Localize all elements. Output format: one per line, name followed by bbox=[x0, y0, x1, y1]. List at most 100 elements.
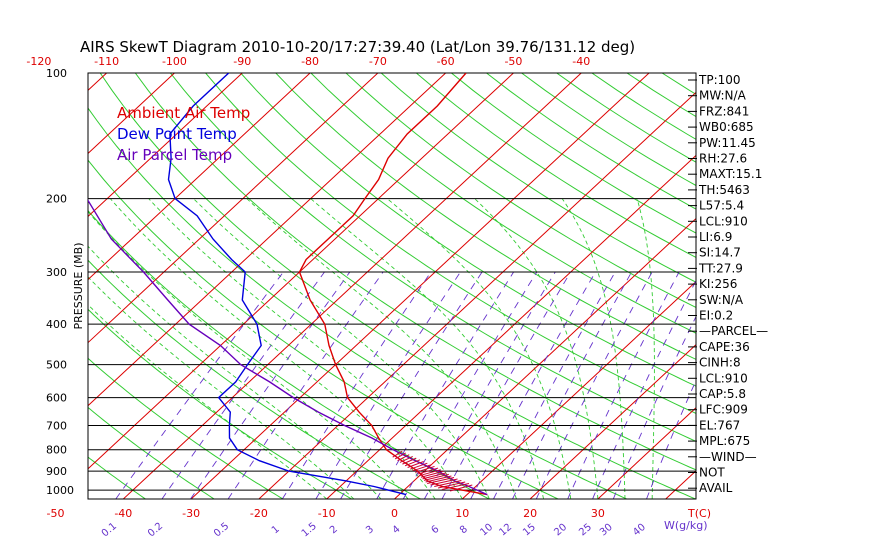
dewpoint-line bbox=[167, 73, 407, 496]
moist-adiabat-line bbox=[474, 198, 599, 499]
mixing-ratio-tick: 20 bbox=[552, 522, 569, 539]
stat-label: SW:N/A bbox=[699, 293, 744, 307]
dry-adiabat-line bbox=[88, 308, 352, 499]
isotherm-line bbox=[801, 73, 870, 499]
legend-item: Ambient Air Temp bbox=[117, 104, 250, 122]
temp-tick-bottom: 10 bbox=[455, 507, 469, 520]
stat-label: PW:11.45 bbox=[699, 136, 756, 150]
mixing-ratio-tick: 0.5 bbox=[212, 521, 231, 540]
isotherm-line bbox=[88, 73, 175, 155]
isotherm-line bbox=[190, 73, 650, 499]
moist-adiabat-line bbox=[310, 198, 545, 499]
temp-tick-bottom: -10 bbox=[318, 507, 336, 520]
pressure-tick-label: 300 bbox=[46, 266, 67, 279]
stat-label: CINH:8 bbox=[699, 356, 741, 370]
cin-hatch-stroke bbox=[423, 473, 449, 481]
temp-tick-top: -40 bbox=[572, 55, 590, 68]
stat-label: LFC:909 bbox=[699, 403, 748, 417]
stat-label: EL:767 bbox=[699, 418, 740, 432]
temp-tick-top: -50 bbox=[504, 55, 522, 68]
dry-adiabat-line bbox=[88, 107, 627, 499]
cin-hatch-stroke bbox=[427, 476, 455, 484]
x-axis-title: T(C) bbox=[687, 507, 711, 520]
mixing-ratio-tick: 40 bbox=[631, 522, 648, 539]
dry-adiabat-line bbox=[310, 73, 696, 334]
legend-item: Air Parcel Temp bbox=[117, 146, 232, 164]
moist-adiabat-line bbox=[561, 198, 626, 499]
temp-tick-bottom: -50 bbox=[47, 507, 65, 520]
stat-label: TT:27.9 bbox=[698, 261, 743, 275]
plot-frame bbox=[87, 72, 697, 500]
cin-hatch-stroke bbox=[412, 464, 432, 472]
mixing-ratio-tick: 10 bbox=[478, 522, 495, 539]
stat-label: RH:27.6 bbox=[699, 152, 747, 166]
dry-adiabat-line bbox=[134, 73, 696, 471]
mixing-ratio-tick: 12 bbox=[497, 522, 514, 539]
moist-adiabat-line bbox=[246, 198, 517, 499]
isotherm-line bbox=[88, 73, 243, 218]
dry-adiabat-line bbox=[170, 73, 696, 442]
dry-adiabat-line bbox=[451, 73, 696, 234]
cin-hatch-stroke bbox=[419, 469, 441, 477]
cin-hatch-stroke bbox=[392, 450, 403, 458]
moist-adiabat-line bbox=[386, 198, 572, 499]
cin-hatch-stroke bbox=[394, 452, 407, 460]
stat-label: MAXT:15.1 bbox=[699, 167, 762, 181]
pressure-tick-label: 400 bbox=[46, 318, 67, 331]
mixing-ratio-line bbox=[376, 271, 514, 499]
isotherm-line bbox=[461, 280, 696, 499]
stat-label: LCL:910 bbox=[699, 214, 748, 228]
temp-tick-top: -120 bbox=[26, 55, 51, 68]
cin-hatch-stroke bbox=[441, 483, 470, 490]
moist-adiabat-line bbox=[636, 198, 655, 499]
stat-label: LCL:910 bbox=[699, 371, 748, 385]
dry-adiabat-line bbox=[0, 73, 77, 499]
mixing-ratio-tick: 15 bbox=[521, 522, 538, 539]
stat-label: TH:5463 bbox=[698, 183, 750, 197]
stat-label: L57:5.4 bbox=[699, 199, 744, 213]
mixing-ratio-tick: 8 bbox=[458, 524, 470, 537]
cin-hatch-stroke bbox=[397, 454, 410, 462]
mixing-ratio-line bbox=[424, 271, 556, 499]
cin-hatch-stroke bbox=[425, 475, 452, 483]
isotherm-line bbox=[88, 73, 107, 92]
stat-label: —WIND— bbox=[699, 450, 757, 464]
isotherm-line bbox=[326, 154, 696, 499]
temp-tick-top: -70 bbox=[369, 55, 387, 68]
mixing-ratio-line bbox=[535, 271, 653, 499]
mixing-ratio-line bbox=[441, 271, 571, 499]
isotherm-line bbox=[0, 73, 39, 499]
temp-tick-bottom: -40 bbox=[114, 507, 132, 520]
dry-adiabat-line bbox=[380, 73, 696, 283]
mixing-ratio-tick: 3 bbox=[364, 524, 376, 537]
legend: Ambient Air Temp Dew Point Temp Air Parcel… bbox=[117, 104, 250, 164]
pressure-tick-label: 800 bbox=[46, 444, 67, 457]
isotherm-line bbox=[597, 407, 696, 499]
isotherm-line bbox=[88, 73, 379, 344]
moist-adiabat-line bbox=[148, 198, 463, 499]
dry-adiabat-line bbox=[345, 73, 696, 309]
isotherm-line bbox=[258, 91, 696, 499]
stat-label: MW:N/A bbox=[699, 89, 747, 103]
mixing-ratio-tick: 25 bbox=[577, 522, 594, 539]
isotherm-line bbox=[88, 73, 446, 407]
stat-label: FRZ:841 bbox=[699, 104, 749, 118]
stat-label: MPL:675 bbox=[699, 434, 750, 448]
mixing-ratio-tick: 1 bbox=[270, 524, 282, 537]
mixing-ratio-tick: 6 bbox=[429, 524, 441, 537]
cin-hatch-stroke bbox=[449, 484, 473, 492]
stat-label: NOT bbox=[699, 466, 725, 480]
cin-hatch-stroke bbox=[434, 480, 462, 488]
temp-tick-bottom: -30 bbox=[182, 507, 200, 520]
stat-label: KI:256 bbox=[699, 277, 737, 291]
dry-adiabat-line bbox=[88, 357, 284, 499]
stat-label: LI:6.9 bbox=[699, 230, 732, 244]
moist-adiabat-line bbox=[193, 198, 490, 499]
legend-item: Dew Point Temp bbox=[117, 125, 237, 143]
stat-label: CAPE:36 bbox=[699, 340, 750, 354]
pressure-tick-label: 700 bbox=[46, 420, 67, 433]
stat-label: CAP:5.8 bbox=[699, 387, 746, 401]
moist-adiabat-line bbox=[109, 198, 436, 499]
dry-adiabat-line bbox=[240, 73, 696, 387]
